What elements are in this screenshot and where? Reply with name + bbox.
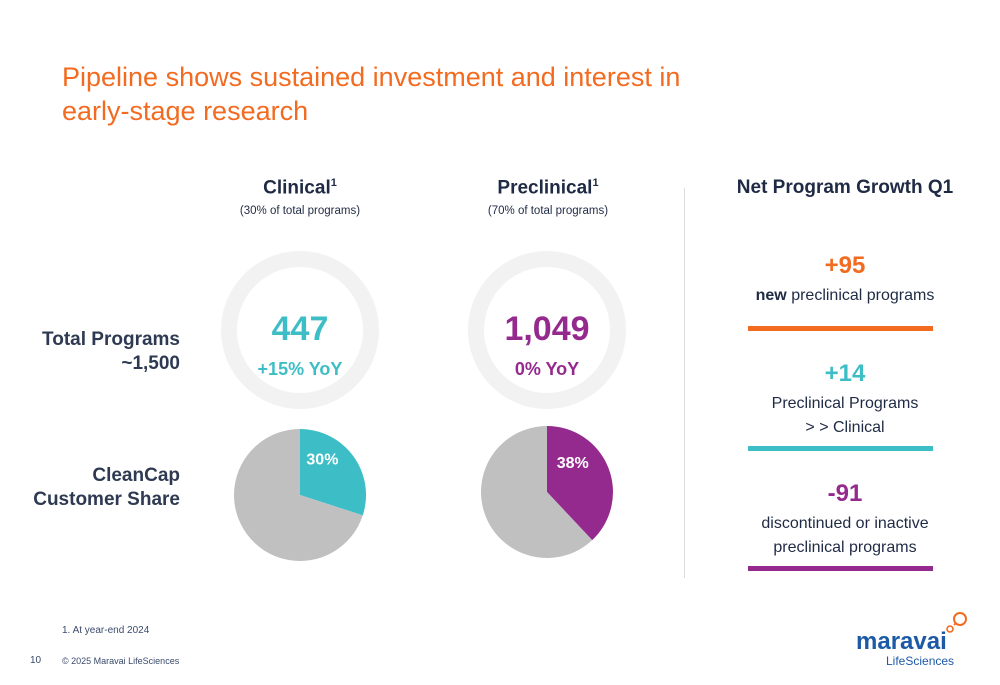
net-growth-item-new: +95 new preclinical programs bbox=[700, 252, 990, 308]
preclinical-heading-text: Preclinical bbox=[497, 177, 593, 199]
clinical-total: 447 bbox=[271, 310, 329, 348]
clinical-footnote-mark: 1 bbox=[330, 177, 337, 189]
page-title: Pipeline shows sustained investment and … bbox=[62, 62, 681, 126]
preclinical-footnote-mark: 1 bbox=[592, 177, 599, 189]
cleancap-text-2: Customer Share bbox=[33, 489, 180, 510]
clinical-heading: Clinical1 (30% of total programs) bbox=[175, 177, 425, 217]
net-growth-value: +14 bbox=[824, 360, 866, 387]
clinical-ring bbox=[221, 251, 379, 409]
pie-slice-label: 30% bbox=[306, 452, 338, 469]
total-programs-text: Total Programs bbox=[42, 329, 180, 350]
clinical-yoy: +15% YoY bbox=[257, 359, 343, 379]
total-programs-label: Total Programs ~1,500 bbox=[0, 328, 180, 376]
preclinical-total-block: 1,049 0% YoY bbox=[467, 310, 627, 380]
preclinical-yoy: 0% YoY bbox=[514, 359, 580, 379]
clinical-pie: 30% bbox=[234, 429, 367, 561]
pie-slice-share bbox=[300, 429, 367, 516]
preclinical-ring bbox=[468, 251, 626, 409]
net-growth-item-discontinued: -91 discontinued or inactive preclinical… bbox=[700, 480, 990, 560]
net-growth-desc: Preclinical Programs bbox=[771, 395, 919, 412]
preclinical-pie: 38% bbox=[481, 426, 614, 558]
clinical-heading-text: Clinical bbox=[263, 177, 331, 199]
preclinical-heading: Preclinical1 (70% of total programs) bbox=[423, 177, 673, 217]
net-growth-desc-rest: preclinical programs bbox=[786, 287, 935, 304]
pie-slice-label: 38% bbox=[557, 455, 589, 472]
teal-bar bbox=[748, 446, 933, 451]
copyright: © 2025 Maravai LifeSciences bbox=[62, 656, 180, 666]
cleancap-label: CleanCap Customer Share bbox=[0, 464, 180, 512]
net-growth-value: +95 bbox=[824, 252, 866, 279]
logo-subtitle: LifeSciences bbox=[886, 654, 954, 668]
clinical-total-block: 447 +15% YoY bbox=[220, 310, 380, 380]
page-number: 10 bbox=[30, 655, 42, 666]
net-growth-desc: discontinued or inactive bbox=[761, 515, 929, 532]
pie-slice-rest bbox=[234, 429, 363, 561]
pie-slice-share bbox=[547, 426, 614, 541]
total-programs-value: ~1,500 bbox=[121, 353, 180, 374]
net-growth-title: Net Program Growth Q1 bbox=[736, 177, 954, 198]
vertical-divider bbox=[684, 188, 685, 578]
orange-bar bbox=[748, 326, 933, 331]
net-growth-desc-bold: new bbox=[755, 287, 787, 304]
clinical-subheading: (30% of total programs) bbox=[239, 205, 361, 218]
net-growth-desc-2: > > Clinical bbox=[805, 419, 885, 436]
preclinical-total: 1,049 bbox=[504, 310, 590, 348]
net-growth-value: -91 bbox=[827, 480, 863, 507]
logo-wordmark: maravai bbox=[856, 628, 947, 655]
footnote: 1. At year-end 2024 bbox=[62, 625, 150, 636]
net-growth-desc-2: preclinical programs bbox=[773, 539, 917, 556]
maravai-logo: maravai LifeSciences bbox=[856, 612, 967, 668]
preclinical-subheading: (70% of total programs) bbox=[487, 205, 609, 218]
purple-bar bbox=[748, 566, 933, 571]
net-growth-desc: new preclinical programs bbox=[700, 284, 990, 308]
cleancap-text-1: CleanCap bbox=[92, 465, 180, 486]
net-growth-item-moved: +14 Preclinical Programs > > Clinical bbox=[700, 360, 990, 440]
pie-slice-rest bbox=[481, 426, 593, 558]
